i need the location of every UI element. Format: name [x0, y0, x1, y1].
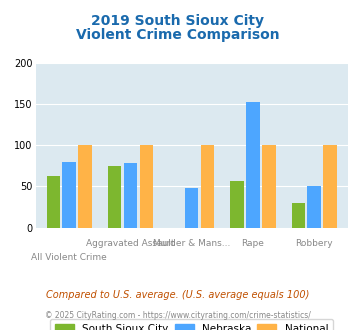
Text: Rape: Rape [241, 239, 264, 248]
Text: Murder & Mans...: Murder & Mans... [153, 239, 230, 248]
Text: © 2025 CityRating.com - https://www.cityrating.com/crime-statistics/: © 2025 CityRating.com - https://www.city… [45, 311, 310, 320]
Bar [124, 162, 137, 228]
Bar [185, 188, 198, 228]
Bar [246, 102, 260, 228]
Text: 2019 South Sioux City: 2019 South Sioux City [91, 15, 264, 28]
Bar [262, 145, 275, 228]
Legend: South Sioux City, Nebraska, National: South Sioux City, Nebraska, National [50, 319, 333, 330]
Text: Compared to U.S. average. (U.S. average equals 100): Compared to U.S. average. (U.S. average … [46, 290, 309, 300]
Bar [47, 176, 60, 228]
Text: Robbery: Robbery [295, 239, 333, 248]
Text: Violent Crime Comparison: Violent Crime Comparison [76, 28, 279, 42]
Bar [323, 145, 337, 228]
Bar [140, 145, 153, 228]
Bar [230, 181, 244, 228]
Text: Aggravated Assault: Aggravated Assault [86, 239, 175, 248]
Bar [62, 162, 76, 228]
Text: All Violent Crime: All Violent Crime [31, 253, 107, 262]
Bar [201, 145, 214, 228]
Bar [108, 166, 121, 228]
Bar [307, 186, 321, 228]
Bar [291, 203, 305, 228]
Bar [78, 145, 92, 228]
